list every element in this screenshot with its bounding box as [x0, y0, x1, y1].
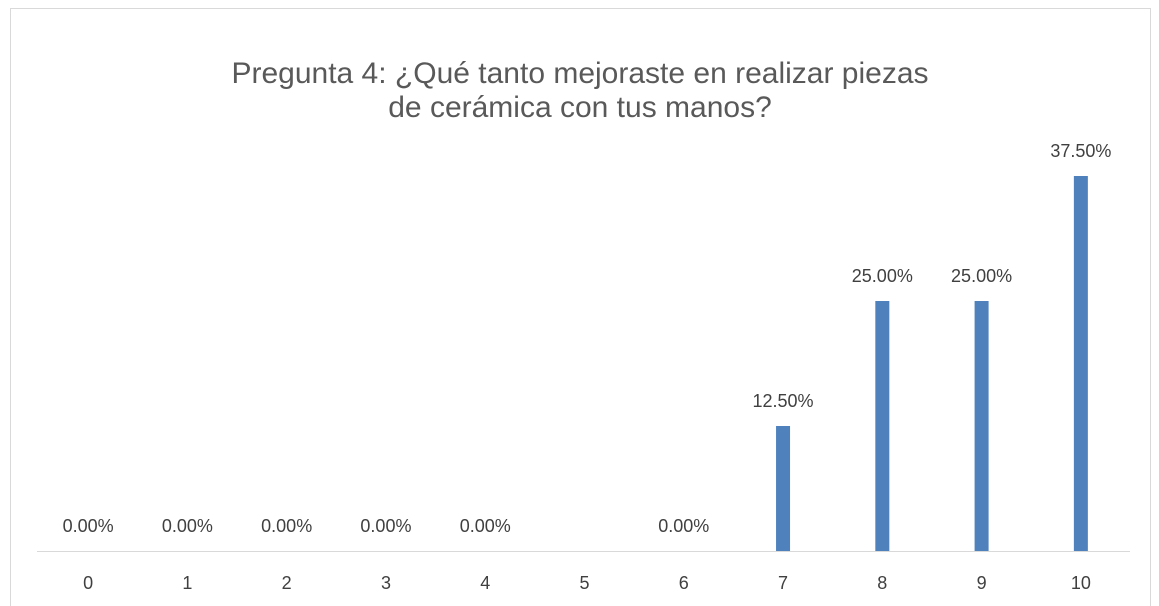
data-label: 37.50% — [1050, 141, 1111, 161]
bar — [1073, 176, 1088, 551]
data-label: 0.00% — [460, 516, 511, 536]
x-tick-label: 9 — [977, 573, 987, 593]
chart-title: de cerámica con tus manos? — [388, 91, 772, 124]
data-label: 0.00% — [162, 516, 213, 536]
data-label: 0.00% — [261, 516, 312, 536]
x-tick-label: 2 — [282, 573, 292, 593]
bar — [875, 301, 890, 551]
x-tick-label: 4 — [480, 573, 490, 593]
bar — [974, 301, 989, 551]
x-tick-label: 1 — [182, 573, 192, 593]
x-tick-label: 5 — [579, 573, 589, 593]
x-tick-label: 7 — [778, 573, 788, 593]
data-label: 0.00% — [360, 516, 411, 536]
data-label: 0.00% — [63, 516, 114, 536]
x-tick-label: 8 — [877, 573, 887, 593]
x-tick-label: 6 — [679, 573, 689, 593]
data-label: 0.00% — [658, 516, 709, 536]
data-label: 12.50% — [753, 391, 814, 411]
data-label: 25.00% — [852, 266, 913, 286]
x-tick-label: 3 — [381, 573, 391, 593]
bar — [776, 426, 791, 551]
x-tick-label: 0 — [83, 573, 93, 593]
chart-border — [10, 8, 1151, 606]
data-label: 25.00% — [951, 266, 1012, 286]
chart-title: Pregunta 4: ¿Qué tanto mejoraste en real… — [231, 57, 928, 90]
x-tick-label: 10 — [1071, 573, 1091, 593]
